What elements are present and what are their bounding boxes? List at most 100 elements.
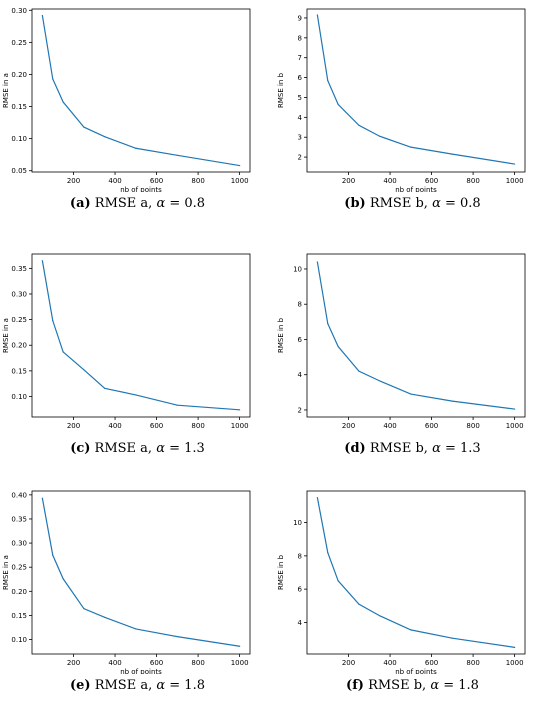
data-point bbox=[62, 101, 64, 103]
data-point bbox=[104, 136, 106, 138]
series-line bbox=[316, 14, 515, 165]
data-point bbox=[327, 551, 329, 554]
x-axis-label: nb of points bbox=[395, 186, 437, 192]
series-line bbox=[41, 15, 240, 167]
panel-label: (c) bbox=[70, 441, 91, 456]
y-tick-label: 4 bbox=[298, 619, 303, 627]
y-tick-label: 0.10 bbox=[11, 135, 27, 143]
caption-b: (b) RMSE b, α = 0.8 bbox=[275, 196, 550, 211]
data-point bbox=[135, 628, 137, 630]
data-point bbox=[514, 408, 516, 410]
x-tick-label: 800 bbox=[466, 659, 479, 667]
x-tick-label: 1000 bbox=[231, 422, 249, 430]
x-tick-label: 200 bbox=[67, 177, 80, 185]
chart-svg-a: 200 400 600 800 1000 0.05 0.10 0.15 0.20 0.25 0.30… bbox=[2, 7, 251, 192]
y-axis-label: RMSE in b bbox=[277, 72, 285, 108]
y-tick-label: 0.15 bbox=[11, 367, 27, 375]
chart-svg-c: 200 400 600 800 1000 0.10 0.15 0.20 0.25 0.30 0.35… bbox=[2, 253, 251, 430]
data-point bbox=[176, 154, 178, 156]
series-line bbox=[316, 497, 515, 648]
alpha-value: = 1.8 bbox=[165, 678, 205, 693]
caption-text: RMSE b, bbox=[365, 196, 433, 211]
data-point bbox=[410, 393, 412, 395]
y-tick-label: 3 bbox=[298, 134, 302, 142]
x-tick-label: 400 bbox=[383, 177, 396, 185]
caption-text: RMSE a, bbox=[90, 441, 157, 456]
data-point bbox=[62, 578, 64, 580]
data-point bbox=[52, 320, 54, 322]
chart-svg-f: 200 400 600 800 1000 4 6 8 10 nb of points RMSE in… bbox=[277, 490, 526, 674]
data-point bbox=[316, 261, 318, 263]
y-tick-label: 0.20 bbox=[11, 342, 27, 350]
y-tick-label: 8 bbox=[298, 34, 302, 42]
data-point bbox=[41, 497, 43, 499]
series-line bbox=[41, 260, 240, 411]
data-point bbox=[410, 146, 412, 148]
x-tick-label: 800 bbox=[191, 177, 204, 185]
alpha-symbol: α bbox=[432, 441, 441, 456]
y-tick-label: 7 bbox=[298, 54, 302, 62]
caption-text: RMSE b, bbox=[365, 441, 433, 456]
y-tick-label: 9 bbox=[298, 14, 302, 22]
x-tick-label: 1000 bbox=[231, 659, 249, 667]
caption-f: (f) RMSE b, α = 1.8 bbox=[275, 678, 550, 693]
panel-label: (a) bbox=[69, 196, 91, 211]
data-point bbox=[337, 103, 339, 106]
series-line bbox=[41, 498, 240, 647]
x-tick-label: 400 bbox=[383, 422, 396, 430]
alpha-value: = 1.3 bbox=[440, 441, 481, 456]
data-point bbox=[239, 645, 241, 647]
chart-panel-d: 200 400 600 800 1000 2 4 6 8 10 RMSE in b (d) RMSE … bbox=[275, 245, 550, 478]
alpha-value: = 0.8 bbox=[440, 196, 481, 211]
data-point bbox=[41, 260, 43, 262]
chart-panel-a: 200 400 600 800 1000 0.05 0.10 0.15 0.20 0.25 0.30… bbox=[0, 0, 275, 233]
y-tick-label: 0.35 bbox=[11, 515, 27, 523]
data-point bbox=[239, 164, 241, 167]
y-tick-label: 6 bbox=[298, 74, 303, 82]
data-point bbox=[358, 370, 360, 372]
x-tick-label: 600 bbox=[425, 659, 438, 667]
caption-d: (d) RMSE b, α = 1.3 bbox=[275, 441, 550, 456]
data-point bbox=[83, 369, 85, 371]
x-tick-label: 400 bbox=[108, 177, 121, 185]
y-axis-label: RMSE in a bbox=[2, 555, 10, 590]
x-tick-label: 600 bbox=[150, 659, 163, 667]
x-axis-label: nb of points bbox=[120, 186, 162, 192]
data-point bbox=[83, 126, 85, 128]
y-tick-label: 8 bbox=[298, 301, 302, 309]
data-point bbox=[176, 404, 178, 406]
alpha-symbol: α bbox=[156, 196, 166, 211]
y-axis-label: RMSE in b bbox=[277, 554, 285, 590]
panel-label: (f) bbox=[346, 678, 364, 693]
x-tick-label: 1000 bbox=[506, 177, 524, 185]
caption-text: RMSE a, bbox=[90, 678, 157, 693]
chart-panel-f: 200 400 600 800 1000 4 6 8 10 nb of points RMSE in… bbox=[275, 482, 550, 715]
x-tick-label: 800 bbox=[191, 659, 204, 667]
data-point bbox=[104, 387, 106, 389]
data-point bbox=[316, 497, 318, 499]
data-point bbox=[52, 554, 54, 556]
panel-label: (d) bbox=[344, 441, 366, 456]
x-axis-label: nb of points bbox=[395, 668, 437, 674]
y-tick-label: 0.30 bbox=[11, 540, 27, 548]
x-axis-label: nb of points bbox=[120, 668, 162, 674]
y-tick-label: 0.10 bbox=[11, 393, 27, 401]
x-tick-label: 1000 bbox=[506, 422, 524, 430]
data-point bbox=[451, 400, 453, 402]
y-tick-label: 0.25 bbox=[11, 316, 27, 324]
x-tick-label: 1000 bbox=[231, 177, 249, 185]
data-point bbox=[337, 580, 339, 582]
x-tick-label: 400 bbox=[108, 422, 121, 430]
data-point bbox=[379, 615, 381, 617]
y-tick-label: 6 bbox=[298, 336, 303, 344]
y-tick-label: 2 bbox=[298, 406, 302, 414]
data-point bbox=[337, 345, 339, 348]
data-point bbox=[379, 135, 381, 137]
y-tick-label: 0.15 bbox=[11, 612, 27, 620]
chart-svg-d: 200 400 600 800 1000 2 4 6 8 10 RMSE in b bbox=[277, 253, 526, 430]
alpha-value: = 1.8 bbox=[439, 678, 479, 693]
plot-frame bbox=[306, 8, 526, 173]
plot-frame bbox=[306, 490, 526, 655]
y-tick-label: 4 bbox=[298, 371, 303, 379]
plot-frame bbox=[31, 8, 251, 173]
